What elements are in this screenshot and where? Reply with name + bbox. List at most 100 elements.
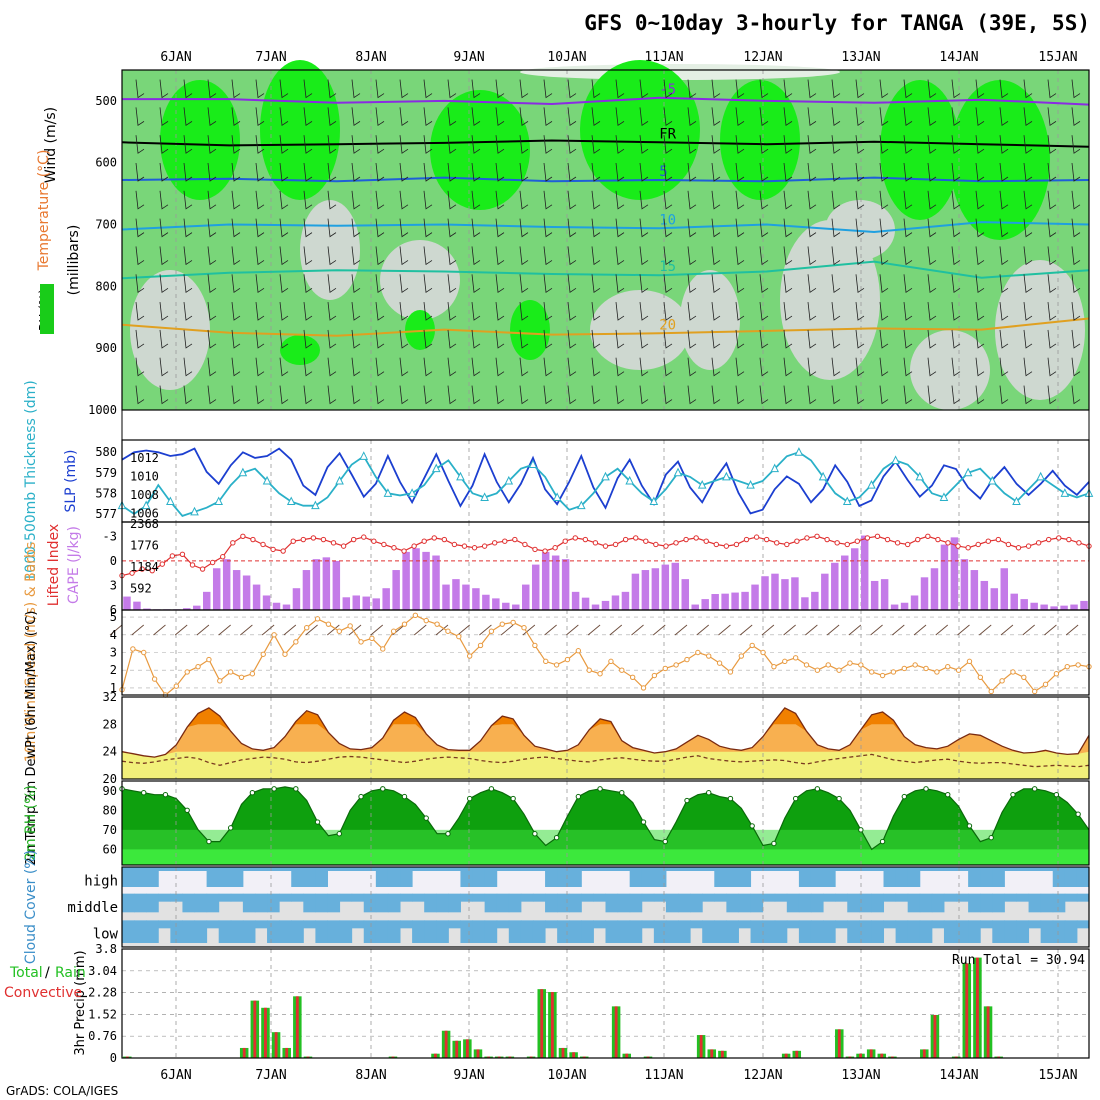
x-tick-top-12JAN: 12JAN xyxy=(743,50,782,65)
barb xyxy=(999,357,1009,377)
wind-point xyxy=(521,625,527,631)
barb xyxy=(951,79,961,99)
barb xyxy=(663,357,673,377)
wind-point xyxy=(716,660,723,666)
barb xyxy=(399,162,409,182)
barb xyxy=(543,135,553,154)
cloud-bar-middle xyxy=(327,893,341,913)
barb xyxy=(879,190,889,210)
li-point xyxy=(421,538,427,544)
surface-barb xyxy=(174,624,188,636)
wind-point xyxy=(553,662,560,668)
cloud-bar-high xyxy=(798,867,812,887)
precip-conv-bar xyxy=(720,1050,724,1058)
li-point xyxy=(753,534,760,540)
barb xyxy=(255,302,265,321)
thickness-point xyxy=(383,488,393,497)
cloud-bar-high xyxy=(714,867,727,887)
cape-bar xyxy=(322,557,331,610)
barb xyxy=(231,218,241,238)
li-point xyxy=(169,553,176,559)
barb xyxy=(663,135,673,154)
barb xyxy=(687,302,697,321)
barb xyxy=(975,246,985,266)
li-point xyxy=(220,554,226,560)
barb xyxy=(783,135,793,154)
barb xyxy=(543,302,553,321)
barb xyxy=(231,135,241,154)
cloud-bar-low xyxy=(968,920,981,943)
barb xyxy=(999,218,1009,238)
cloud-bar-low xyxy=(242,920,256,943)
barb xyxy=(831,302,841,321)
barb xyxy=(807,329,817,349)
barb xyxy=(279,218,289,238)
cloud-bar-low xyxy=(943,920,957,943)
cloud-bar-middle xyxy=(291,893,304,902)
wind-point xyxy=(217,678,223,684)
cape-bar xyxy=(970,570,979,610)
cloud-bar-high xyxy=(956,867,969,871)
thickness-point xyxy=(915,471,925,481)
rh-point xyxy=(727,795,734,802)
wind-point xyxy=(206,656,212,663)
temp-line xyxy=(121,707,1090,758)
li-point xyxy=(350,536,357,543)
precip-conv-bar xyxy=(997,1056,1001,1058)
barb xyxy=(279,274,289,293)
wind-point xyxy=(988,688,994,695)
rh-point xyxy=(488,786,495,792)
cloud-bar-low xyxy=(678,920,691,943)
y-tick-700: 700 xyxy=(95,218,117,232)
barb xyxy=(399,274,409,293)
label-wind10m: 10m Wind Speed (m/s) & Barbs xyxy=(23,542,39,762)
li-point xyxy=(864,535,871,541)
surface-barb xyxy=(935,624,949,636)
barb xyxy=(351,357,361,377)
contour-label-4: 15 xyxy=(659,259,676,275)
cloud-bar-middle xyxy=(678,893,691,913)
precip-conv-bar xyxy=(572,1052,576,1058)
barb xyxy=(567,329,577,349)
barb xyxy=(423,107,433,127)
cloud-bar-high xyxy=(943,867,957,871)
cloud-bar-middle xyxy=(339,893,353,902)
cloud-bar-high xyxy=(581,867,594,871)
rh-point xyxy=(1031,786,1038,792)
barb xyxy=(975,79,985,99)
cloud-bar-low xyxy=(315,920,328,943)
barb xyxy=(735,357,745,377)
cloud-bar-middle xyxy=(980,893,993,913)
cloud-bar-middle xyxy=(520,893,534,902)
cloud-bar-high xyxy=(557,867,570,887)
barb xyxy=(567,162,577,182)
barb xyxy=(447,79,457,99)
wind-point xyxy=(673,662,679,668)
precip-conv-bar xyxy=(508,1056,512,1058)
barb xyxy=(759,302,769,321)
barb xyxy=(735,79,745,99)
barb xyxy=(903,135,913,154)
barb xyxy=(687,385,697,405)
surface-barb xyxy=(739,624,753,636)
barb xyxy=(567,246,577,266)
barb xyxy=(591,218,601,238)
wind-point xyxy=(1053,671,1060,677)
surface-barb xyxy=(1065,624,1079,636)
li-point xyxy=(774,540,780,546)
wind-point xyxy=(304,625,310,631)
barb xyxy=(519,329,529,349)
surface-barb xyxy=(783,624,796,636)
slp-tick-1010: 1010 xyxy=(130,469,159,483)
barb xyxy=(687,218,697,238)
wind-point xyxy=(1075,662,1081,668)
barb xyxy=(519,274,529,293)
li-point xyxy=(199,566,206,572)
cape-bar xyxy=(1010,593,1018,610)
cape-bar xyxy=(352,595,361,610)
barb xyxy=(759,107,769,127)
cloud-bar-middle xyxy=(315,893,328,913)
barb xyxy=(279,302,289,321)
surface-barb xyxy=(218,624,231,636)
barb xyxy=(495,274,505,293)
